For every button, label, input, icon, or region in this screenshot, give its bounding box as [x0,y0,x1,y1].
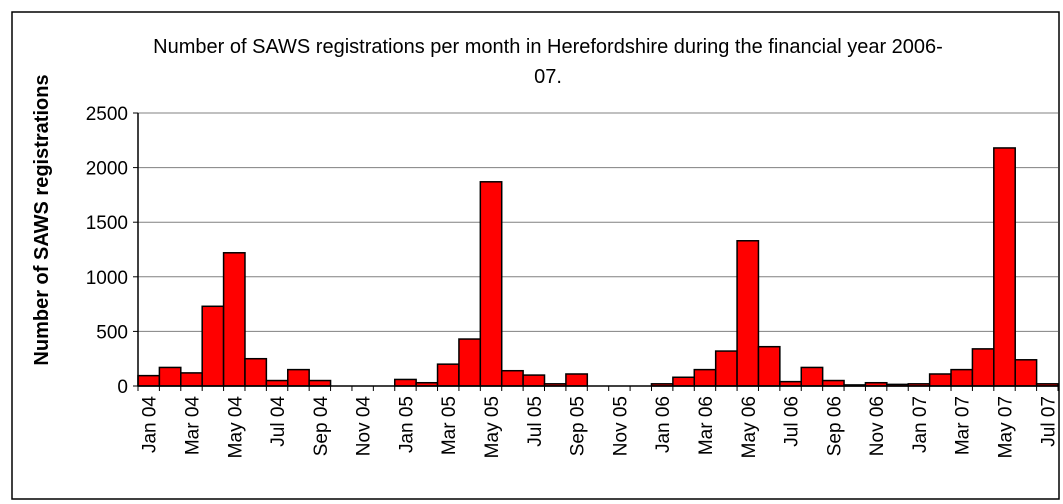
bar [393,378,417,387]
bar [287,368,310,387]
chart-title: Number of SAWS registrations per month i… [153,36,943,88]
x-tick-label: Nov 05 [610,396,631,456]
y-tick-label: 1500 [86,213,128,234]
y-tick-label: 2000 [86,159,128,180]
bar [458,338,482,387]
bar [928,373,952,387]
bar [757,345,781,387]
x-tick-label: Mar 07 [953,396,974,455]
y-tick-label: 1000 [86,268,128,289]
x-tick-label: Jan 07 [910,396,931,453]
chart-border [11,11,1060,500]
x-tick-label: Jul 05 [525,396,546,447]
bar [244,357,268,387]
bar [993,147,1016,387]
x-tick-label: Jul 07 [1038,396,1059,447]
bar [479,181,503,387]
bar [800,366,824,387]
bar [137,374,161,387]
x-tick-label: Jan 06 [653,396,674,453]
bar [950,368,974,387]
bar [308,379,332,387]
y-tick-label: 500 [96,322,128,343]
x-tick-label: Jan 04 [140,396,161,453]
bar [158,366,182,387]
x-tick-label: Sep 04 [311,396,332,457]
bar [436,363,460,387]
bar [222,252,246,387]
x-tick-label: May 05 [482,396,503,458]
x-tick-label: Mar 05 [439,396,460,455]
x-tick-label: Sep 05 [568,396,589,456]
x-tick-label: Nov 06 [867,396,888,456]
x-tick-label: May 04 [225,396,246,459]
bar [672,376,696,387]
y-tick-label: 0 [117,377,128,398]
bar [201,305,225,387]
x-tick-label: May 06 [739,396,760,458]
y-axis-title: Number of SAWS registrations [31,74,53,365]
x-tick-label: Jul 04 [268,396,289,447]
x-tick-label: Nov 04 [354,396,375,457]
x-tick-label: Mar 04 [182,396,203,456]
bar [714,350,738,387]
bar [500,369,524,387]
bar [736,240,760,387]
bar [971,348,995,387]
x-tick-label: Jan 05 [396,396,417,453]
bar [1014,359,1038,387]
x-tick-label: Mar 06 [696,396,717,455]
y-tick-label: 2500 [86,104,128,125]
bar [693,368,717,387]
bar [821,379,845,387]
bar [565,373,589,387]
bar [522,374,546,387]
x-tick-label: Sep 06 [824,396,845,456]
x-tick-label: Jul 06 [782,396,803,447]
x-tick-label: May 07 [996,396,1017,458]
bar [265,379,289,387]
bar [180,372,203,387]
